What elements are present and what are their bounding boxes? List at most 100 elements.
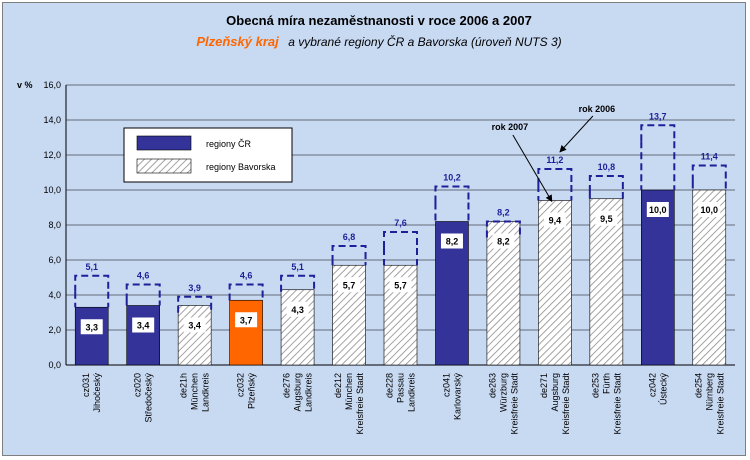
x-tick-label: cz020 [133, 373, 143, 397]
data-label-2006: 4,6 [240, 271, 253, 281]
x-tick-label: cz031 [81, 373, 91, 397]
y-tick-label: 6,0 [48, 255, 61, 265]
x-tick-label: Nürnberg [704, 373, 714, 411]
data-label-2007: 8,2 [446, 237, 459, 247]
outline-2006 [383, 231, 418, 248]
x-tick-label: de271 [539, 373, 549, 398]
data-label-box [286, 301, 309, 317]
annotation-label: rok 2006 [579, 104, 616, 114]
y-tick-label: 14,0 [43, 115, 61, 125]
x-tick-label: Kreisfreie Stadt [715, 373, 725, 435]
data-label-2007: 9,4 [549, 216, 562, 226]
annotation-arrow [559, 115, 594, 153]
data-label-box [543, 212, 566, 228]
x-tick-label: München [190, 373, 200, 410]
chart-title: Obecná míra nezaměstnanosti v roce 2006 … [226, 13, 532, 28]
y-tick-label: 2,0 [48, 325, 61, 335]
x-tick-label: Augsburg [293, 373, 303, 412]
annotations: rok 2007 rok 2006 [492, 104, 616, 203]
x-tick-label: cz041 [441, 373, 451, 397]
outline-2006 [691, 164, 727, 182]
bar-2007 [229, 299, 263, 366]
y-tick-label: 16,0 [43, 80, 61, 90]
bar-2007 [74, 306, 109, 366]
data-label-box [389, 277, 412, 293]
bar-2007 [280, 289, 315, 366]
bar-2007 [641, 189, 675, 366]
legend-swatch-de [136, 158, 192, 174]
x-tick-label: cz042 [647, 373, 657, 397]
data-label-2006: 11,2 [546, 155, 563, 165]
data-label-2006: 5,1 [85, 262, 98, 272]
y-tick-label: 12,0 [43, 150, 61, 160]
data-label-box [80, 319, 103, 335]
data-label-box [338, 277, 361, 293]
legend: regiony ČR regiony Bavorska [123, 127, 293, 183]
x-tick-label: Kreisfreie Stadt [561, 373, 571, 435]
outline-2006 [485, 220, 521, 238]
data-label-2007: 3,3 [85, 322, 98, 332]
x-tick-label: Augsburg [550, 373, 560, 412]
x-tick-label: Passau [396, 373, 406, 403]
data-label-2007: 10,0 [649, 205, 667, 215]
x-tick-label: Kreisfreie Stadt [612, 373, 622, 435]
plot-area: 0,0 2,0 4,0 6,0 8,0 10,0 12,0 14,0 16,0 5,1 3,3 cz0… [43, 80, 735, 435]
data-label-box [183, 317, 206, 333]
chart-subtitle: Plzeňský kraj a vybrané regiony ČR a Bav… [196, 33, 561, 50]
data-label-2007: 5,7 [343, 280, 356, 290]
data-label-box [646, 202, 669, 217]
bar-2007 [589, 198, 624, 366]
x-tick-label: Ústecký [658, 373, 668, 406]
x-tick-label: de21h [179, 373, 189, 398]
outline-2006 [74, 274, 110, 292]
data-label-2007: 3,4 [188, 321, 201, 331]
bar-2007 [177, 305, 212, 366]
x-tick-label: Plzeňský [247, 373, 257, 410]
data-label-2006: 6,8 [343, 232, 356, 242]
x-tick-label: Karlovarský [452, 373, 462, 421]
data-label-2006: 5,1 [291, 262, 304, 272]
x-tick-label: de212 [333, 373, 343, 398]
data-label-box [440, 233, 463, 249]
x-tick-label: de228 [385, 373, 395, 398]
chart-svg: Obecná míra nezaměstnanosti v roce 2006 … [17, 13, 735, 435]
outline-2006 [177, 295, 213, 313]
data-label-2006: 4,6 [137, 271, 150, 281]
x-tick-label: Landkreis [201, 373, 211, 413]
data-label-2006: 11,4 [701, 152, 718, 162]
legend-label-de: regiony Bavorska [206, 162, 276, 172]
data-label-box [595, 210, 618, 226]
y-tick-label: 0,0 [48, 360, 61, 370]
data-label-2006: 13,7 [649, 111, 667, 121]
x-tick-label: de263 [487, 373, 497, 398]
x-tick-label: Kreisfreie Stadt [509, 373, 519, 435]
data-label-2006: 3,9 [188, 283, 201, 293]
x-tick-label: cz032 [236, 373, 246, 397]
outline-2006 [537, 168, 573, 185]
data-label-2007: 8,2 [497, 237, 510, 247]
legend-swatch-cz [136, 135, 192, 151]
data-label-2007: 5,7 [394, 280, 407, 290]
x-tick-label: Landkreis [407, 373, 417, 413]
y-tick-label: 4,0 [48, 290, 61, 300]
x-tick-label: de276 [282, 373, 292, 398]
outline-2006 [228, 283, 264, 301]
bar-2007 [126, 305, 160, 366]
outline-2006 [125, 283, 161, 301]
x-tick-label: Fürth [601, 373, 611, 394]
x-tick-label: München [344, 373, 354, 410]
data-label-2007: 3,4 [137, 321, 150, 331]
data-label-2007: 9,5 [600, 214, 613, 224]
data-label-2006: 8,2 [497, 208, 510, 218]
outline-2006 [588, 175, 624, 192]
y-tick-label: 8,0 [48, 220, 61, 230]
outline-2006 [331, 245, 367, 262]
x-tick-label: Würzburg [498, 373, 508, 412]
data-label-box [698, 202, 721, 217]
legend-label-cz: regiony ČR [206, 139, 252, 149]
annotation-label: rok 2007 [492, 122, 529, 132]
data-label-2007: 3,7 [240, 315, 253, 325]
data-label-2006: 7,6 [394, 218, 407, 228]
subtitle-rest: a vybrané regiony ČR a Bavorska (úroveň … [288, 34, 561, 49]
x-tick-label: de254 [693, 373, 703, 398]
